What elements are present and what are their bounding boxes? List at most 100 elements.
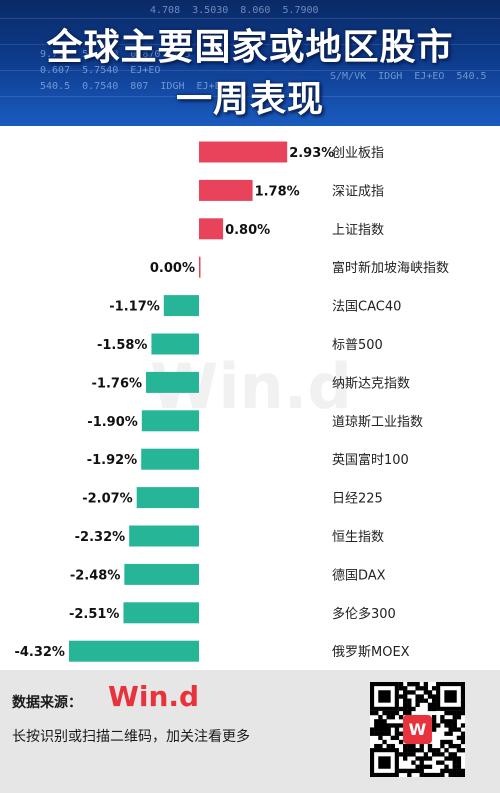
qr-module (415, 748, 420, 753)
qr-module (456, 715, 462, 720)
qr-module (407, 706, 412, 712)
qr-module (460, 731, 465, 736)
qr-module (394, 731, 400, 736)
qr-module (456, 748, 462, 753)
bar-5 (151, 333, 199, 355)
qr-module (374, 719, 379, 724)
qr-module (419, 764, 424, 769)
qr-module (394, 710, 400, 716)
qr-module (460, 735, 465, 741)
qr-module (403, 768, 408, 774)
qr-module (431, 706, 437, 712)
qr-module (427, 772, 433, 777)
value-label-8: -1.92% (87, 453, 138, 468)
qr-module (419, 756, 424, 761)
qr-module (456, 743, 462, 749)
qr-module (444, 768, 449, 774)
qr-code[interactable]: W (370, 682, 465, 777)
qr-module (460, 723, 465, 728)
qr-module (403, 698, 408, 703)
qr-module (390, 735, 395, 741)
qr-module (378, 719, 383, 724)
qr-module (452, 768, 457, 774)
qr-module (411, 743, 416, 749)
qr-module (398, 731, 404, 736)
category-label-7: 道琼斯工业指数 (332, 415, 423, 430)
ticker-text: S/M/VK IDGH EJ+EO 540.5 (330, 71, 487, 82)
value-label-6: -1.76% (92, 376, 143, 391)
qr-module (419, 760, 424, 765)
bar-4 (163, 295, 199, 317)
qr-logo-letter: W (409, 720, 427, 739)
category-label-12: 多伦多300 (332, 606, 396, 622)
qr-module (456, 735, 462, 741)
qr-module (394, 735, 400, 741)
qr-module (444, 756, 449, 761)
qr-module (452, 727, 457, 732)
qr-module (407, 743, 412, 749)
category-label-11: 德国DAX (332, 568, 386, 583)
qr-module (452, 764, 457, 769)
qr-module (440, 739, 445, 745)
category-label-0: 创业板指 (332, 146, 384, 161)
qr-module (423, 682, 429, 687)
qr-module (374, 723, 379, 728)
page-title-line2: 一周表现 (175, 79, 324, 120)
qr-module (440, 768, 445, 774)
ticker-text: 4.708 3.5030 8.060 5.7900 (150, 5, 319, 16)
qr-module (394, 727, 400, 732)
qr-module (440, 743, 445, 749)
bar-11 (124, 563, 199, 585)
qr-module (448, 772, 453, 777)
qr-module (427, 764, 433, 769)
qr-module (390, 743, 395, 749)
qr-module (448, 727, 453, 732)
qr-module (423, 690, 429, 695)
qr-module (456, 756, 462, 761)
category-label-4: 法国CAC40 (332, 300, 401, 315)
qr-module (382, 719, 387, 724)
bar-6 (146, 371, 199, 393)
qr-module (452, 756, 457, 761)
qr-module (411, 752, 416, 757)
qr-module (452, 760, 457, 765)
qr-module (398, 723, 404, 728)
qr-module (382, 710, 387, 716)
qr-module (394, 723, 400, 728)
qr-module (431, 715, 437, 720)
value-label-5: -1.58% (97, 338, 148, 353)
qr-module (423, 686, 429, 691)
qr-module (448, 768, 453, 774)
qr-module (407, 702, 412, 707)
qr-module (452, 719, 457, 724)
category-label-10: 恒生指数 (332, 530, 384, 545)
qr-module (440, 719, 445, 724)
qr-module (456, 768, 462, 774)
ticker-text: 0.607 5.7540 EJ+EO (40, 65, 161, 76)
value-label-11: -2.48% (70, 568, 121, 583)
qr-module (444, 731, 449, 736)
qr-module (436, 760, 441, 765)
ticker-text: 540.5 0.7540 807 IDGH EJ+EO (40, 81, 227, 92)
qr-module (444, 719, 449, 724)
qr-module (386, 743, 391, 749)
qr-module (386, 727, 391, 732)
page-title-line1: 全球主要国家或地区股市 (46, 27, 454, 68)
qr-module (452, 723, 457, 728)
qr-module (403, 706, 408, 712)
qr-module (440, 772, 445, 777)
qr-module (431, 686, 437, 691)
qr-module (456, 760, 462, 765)
qr-module (407, 690, 412, 695)
qr-finder (378, 690, 391, 703)
qr-module (398, 739, 404, 745)
qr-module (419, 686, 424, 691)
qr-module (440, 715, 445, 720)
qr-module (403, 756, 408, 761)
value-label-2: 0.80% (225, 223, 270, 238)
qr-module (415, 768, 420, 774)
qr-module (403, 710, 408, 716)
qr-module (378, 715, 383, 720)
ticker-text: 9.7.5 57.030 0.870 1.5 (40, 49, 191, 60)
bar-8 (141, 448, 199, 470)
